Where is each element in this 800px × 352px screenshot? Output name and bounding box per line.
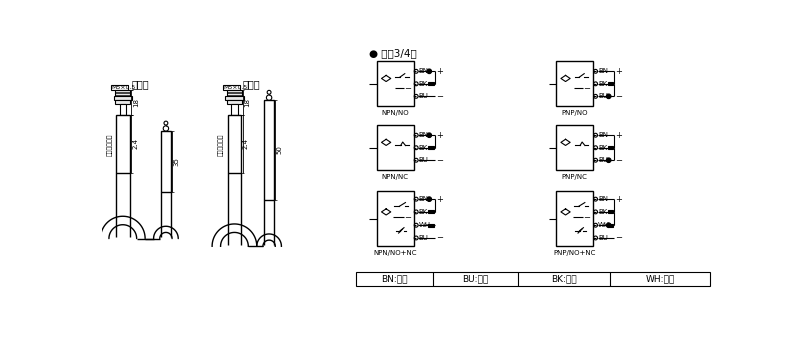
Text: 防折保护套管: 防折保护套管 xyxy=(107,133,113,156)
Text: 2.4: 2.4 xyxy=(133,138,139,149)
Bar xyxy=(556,191,594,246)
Text: 2.4: 2.4 xyxy=(243,138,249,149)
Bar xyxy=(226,90,242,96)
Text: 50: 50 xyxy=(277,146,282,155)
Bar xyxy=(377,191,414,246)
Text: BK: BK xyxy=(418,81,428,87)
Bar xyxy=(608,224,614,227)
Text: BU:兰色: BU:兰色 xyxy=(462,274,489,283)
Text: ● 直涁3/4线: ● 直涁3/4线 xyxy=(369,48,417,58)
Text: 18: 18 xyxy=(133,98,139,107)
Text: −: − xyxy=(436,156,443,165)
Circle shape xyxy=(606,94,611,99)
Text: BK: BK xyxy=(598,209,607,215)
Text: −: − xyxy=(436,92,443,101)
Text: BU: BU xyxy=(418,235,428,241)
Text: +: + xyxy=(436,195,443,204)
Circle shape xyxy=(606,223,611,227)
Bar xyxy=(226,100,242,104)
Bar xyxy=(226,96,244,100)
Text: WH: WH xyxy=(418,222,430,228)
Circle shape xyxy=(427,133,431,138)
Bar xyxy=(111,84,128,90)
Text: BU: BU xyxy=(598,93,608,99)
Text: BK: BK xyxy=(418,209,428,215)
Bar xyxy=(608,82,614,86)
Bar xyxy=(608,146,614,149)
Bar xyxy=(114,96,132,100)
Text: −: − xyxy=(615,233,622,243)
Text: −: − xyxy=(583,84,590,93)
Text: M5×0.5: M5×0.5 xyxy=(111,85,135,90)
Text: BN:棕色: BN:棕色 xyxy=(382,274,408,283)
Text: −: − xyxy=(615,92,622,101)
Text: BK:黑色: BK:黑色 xyxy=(551,274,577,283)
Text: +: + xyxy=(615,67,622,76)
Bar xyxy=(116,115,130,173)
Circle shape xyxy=(427,197,431,201)
Text: −: − xyxy=(583,213,590,222)
Text: WH: WH xyxy=(598,222,610,228)
Bar xyxy=(115,90,130,96)
Text: BN: BN xyxy=(418,68,429,74)
Text: +: + xyxy=(436,67,443,76)
Text: 防折保护套管: 防折保护套管 xyxy=(218,133,224,156)
Text: BU: BU xyxy=(418,93,428,99)
Text: +: + xyxy=(615,131,622,140)
Bar xyxy=(377,125,414,170)
Bar xyxy=(223,84,240,90)
Bar xyxy=(429,146,434,149)
Text: BU: BU xyxy=(598,157,608,163)
Text: PNP/NC: PNP/NC xyxy=(562,174,588,180)
Bar xyxy=(377,62,414,106)
Text: BK: BK xyxy=(418,145,428,151)
Text: WH:白色: WH:白色 xyxy=(646,274,675,283)
Bar xyxy=(556,62,594,106)
Text: BN: BN xyxy=(418,196,429,202)
Bar xyxy=(429,224,434,227)
Text: BN: BN xyxy=(598,196,608,202)
Text: M5×0.5: M5×0.5 xyxy=(223,85,247,90)
Bar xyxy=(429,82,434,86)
Text: BN: BN xyxy=(598,132,608,138)
Text: NPN/NO: NPN/NO xyxy=(382,110,409,116)
Text: 35: 35 xyxy=(174,157,180,166)
Text: 接收端: 接收端 xyxy=(242,80,260,90)
Bar xyxy=(115,100,130,104)
Text: 发射端: 发射端 xyxy=(131,80,149,90)
Bar xyxy=(161,131,171,193)
Text: PNP/NO: PNP/NO xyxy=(562,110,588,116)
Bar xyxy=(231,104,238,115)
Text: BN: BN xyxy=(418,132,429,138)
Bar xyxy=(356,272,710,285)
Text: NPN/NC: NPN/NC xyxy=(382,174,409,180)
Text: −: − xyxy=(404,213,411,222)
Text: BK: BK xyxy=(598,81,607,87)
Text: BU: BU xyxy=(598,235,608,241)
Text: BU: BU xyxy=(418,157,428,163)
Bar xyxy=(120,104,126,115)
Bar xyxy=(608,210,614,213)
Text: −: − xyxy=(615,156,622,165)
Text: NPN/NO+NC: NPN/NO+NC xyxy=(374,250,417,256)
Text: −: − xyxy=(404,84,411,93)
Bar xyxy=(264,100,274,200)
Bar xyxy=(556,125,594,170)
Text: +: + xyxy=(436,131,443,140)
Text: PNP/NO+NC: PNP/NO+NC xyxy=(554,250,596,256)
Text: 18: 18 xyxy=(245,98,250,107)
Circle shape xyxy=(427,69,431,74)
Text: −: − xyxy=(436,233,443,243)
Bar xyxy=(429,210,434,213)
Text: +: + xyxy=(615,195,622,204)
Text: BK: BK xyxy=(598,145,607,151)
Bar xyxy=(227,115,242,173)
Circle shape xyxy=(606,158,611,163)
Text: BN: BN xyxy=(598,68,608,74)
